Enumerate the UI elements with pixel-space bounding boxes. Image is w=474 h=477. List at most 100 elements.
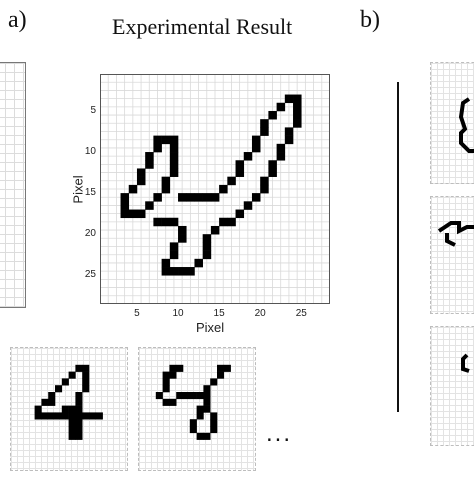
pixel-on <box>268 160 277 169</box>
thumb-pixel-on <box>196 405 204 413</box>
pixel-on <box>145 160 154 169</box>
pixel-on <box>169 135 179 145</box>
thumb-pixel-on <box>48 398 56 406</box>
pixel-on <box>243 152 253 161</box>
pixel-on <box>161 217 171 227</box>
thumb-pixel-on <box>55 412 63 420</box>
y-tick-label: 20 <box>84 228 96 240</box>
more-indicator: ... <box>266 420 293 447</box>
pixel-on <box>202 242 212 251</box>
thumb-pixel-on <box>75 405 83 413</box>
x-tick-label: 5 <box>134 308 140 319</box>
x-tick-label: 25 <box>295 308 307 319</box>
pixel-on <box>276 143 286 153</box>
thumb-pixel-on <box>162 385 170 393</box>
pixel-on <box>219 217 228 227</box>
right-thumbnail-1 <box>430 62 474 184</box>
thumb-pixel-on <box>217 364 225 372</box>
pixel-on <box>293 94 302 104</box>
pixel-on <box>169 267 179 276</box>
panel-divider <box>397 82 399 412</box>
pixel-on <box>128 209 138 219</box>
thumb-pixel-on <box>217 371 225 379</box>
pixel-on <box>153 217 162 227</box>
pixel-on <box>293 110 302 120</box>
pixel-on <box>268 110 277 120</box>
chart-title: Experimental Result <box>112 14 293 39</box>
pixel-on <box>136 176 146 186</box>
thumb-pixel-on <box>176 364 184 372</box>
thumb-pixel-on <box>203 385 211 393</box>
right-thumbnail-2 <box>430 196 474 314</box>
pixel-on <box>260 119 269 128</box>
panel-a-label: a) <box>8 7 27 33</box>
pixel-on <box>169 168 179 177</box>
pixel-on <box>136 168 146 177</box>
pixel-on <box>268 168 277 177</box>
y-tick-label: 5 <box>90 104 96 116</box>
pixel-on <box>153 193 162 202</box>
pixel-on <box>194 258 203 268</box>
thumb-pixel-on <box>189 426 197 434</box>
pixel-on <box>202 234 212 243</box>
pixel-on <box>194 193 203 202</box>
x-tick-label: 10 <box>172 308 184 319</box>
thumb-pixel-on <box>162 378 170 386</box>
pixel-on <box>235 209 245 219</box>
pixel-on <box>178 234 187 243</box>
thumb-pixel-on <box>169 398 177 406</box>
thumb-pixel-on <box>41 398 49 406</box>
pixel-on <box>145 152 154 161</box>
pixel-on <box>276 152 286 161</box>
pixel-on <box>260 176 269 186</box>
pixel-on <box>178 267 187 276</box>
pixel-on <box>251 135 261 145</box>
thumb-pixel-on <box>95 412 103 420</box>
thumb-pixel-on <box>203 398 211 406</box>
thumbnail-digit-1 <box>10 347 128 471</box>
pixel-on <box>153 143 162 153</box>
pixel-on <box>276 102 286 112</box>
thumb-pixel-on <box>34 412 42 420</box>
pixel-on <box>235 168 245 177</box>
thumb-pixel-on <box>75 392 83 400</box>
pixel-on <box>128 184 138 194</box>
pixel-on <box>202 250 212 260</box>
thumb-pixel-on <box>89 412 97 420</box>
pixel-on <box>260 184 269 194</box>
pixel-on <box>227 176 236 186</box>
thumb-pixel-on <box>68 371 76 379</box>
digit-fragment-1 <box>458 97 474 153</box>
pixel-on <box>243 201 253 210</box>
panel-b-label: b) <box>360 7 380 33</box>
pixel-on <box>293 119 302 128</box>
pixel-on <box>120 201 130 210</box>
thumb-pixel-on <box>196 432 204 440</box>
pixel-on <box>153 135 162 145</box>
y-tick-label: 10 <box>84 146 96 158</box>
thumb-pixel-on <box>82 412 90 420</box>
digit-fragment-2 <box>437 221 474 247</box>
pixel-on <box>169 250 179 260</box>
thumb-pixel-on <box>75 412 83 420</box>
thumb-pixel-on <box>68 426 76 434</box>
thumb-pixel-on <box>75 426 83 434</box>
thumb-pixel-on <box>75 419 83 427</box>
thumb-pixel-on <box>61 405 69 413</box>
thumb-pixel-on <box>189 392 197 400</box>
thumb-pixel-on <box>82 364 90 372</box>
pixel-on <box>284 94 294 104</box>
pixel-on <box>219 184 228 194</box>
plot-frame <box>100 74 330 304</box>
thumb-pixel-on <box>75 364 83 372</box>
pixel-on <box>227 217 236 227</box>
thumb-pixel-on <box>68 432 76 440</box>
cropped-left-panel <box>0 62 26 308</box>
thumb-pixel-on <box>210 412 218 420</box>
digit-4-outline-2 <box>155 364 231 440</box>
thumb-pixel-on <box>82 385 90 393</box>
thumb-pixel-on <box>75 432 83 440</box>
pixel-on <box>169 160 179 169</box>
thumb-pixel-on <box>210 419 218 427</box>
thumb-pixel-on <box>162 398 170 406</box>
